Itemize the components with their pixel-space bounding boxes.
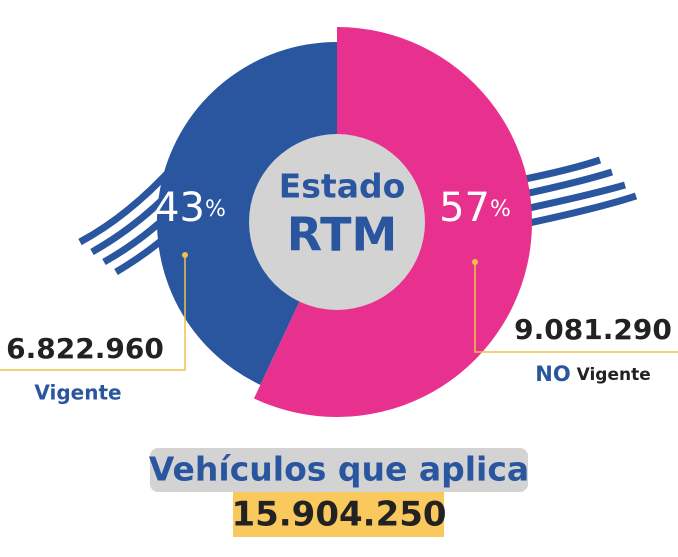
stripes-right [519, 156, 638, 229]
leader-left [0, 252, 188, 371]
category-label: Vigente [34, 381, 121, 405]
total-value: 15.904.250 [231, 495, 446, 535]
donut-hole [249, 134, 425, 310]
value-label: 57% [439, 185, 511, 231]
total-title: Vehículos que aplica [149, 450, 529, 489]
total-box [233, 492, 444, 537]
chart-title: Estado [279, 167, 406, 206]
leader-right [472, 259, 678, 353]
chart-title: RTM [287, 208, 398, 262]
category-label: NO Vigente [535, 362, 651, 386]
count-label: 9.081.290 [514, 313, 672, 346]
pie-slice [157, 42, 337, 385]
count-label: 6.822.960 [6, 332, 164, 365]
value-label: 43% [154, 185, 226, 231]
total-title-box [150, 448, 528, 492]
